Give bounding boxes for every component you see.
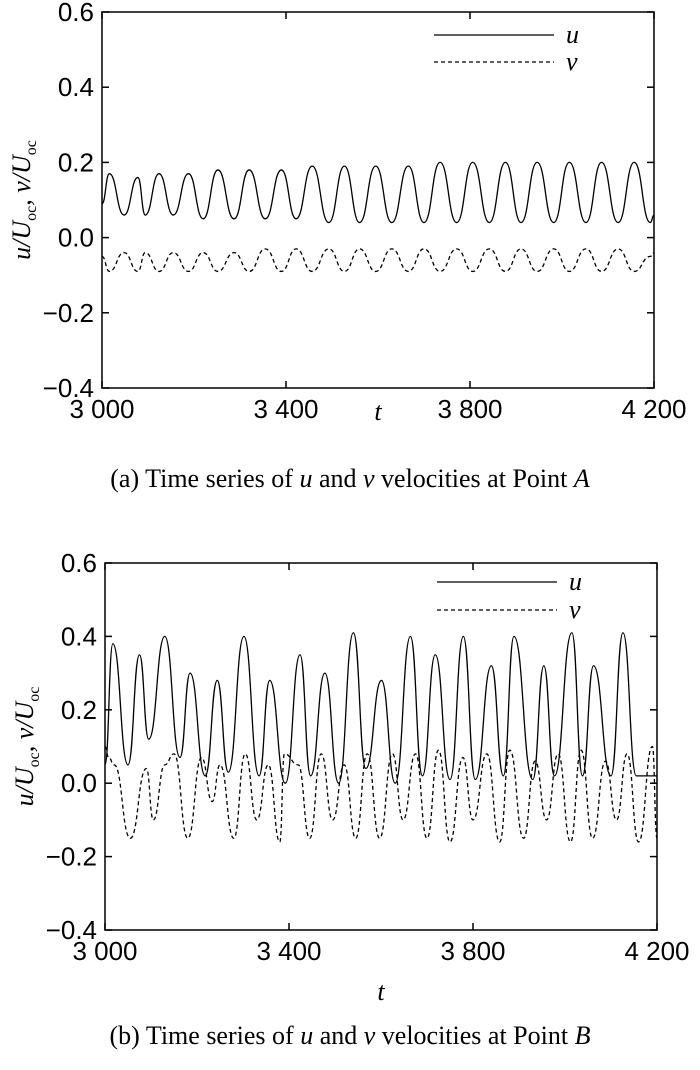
y-tick-label: 0.2	[61, 695, 97, 725]
y-axis-title-part: , v/U	[10, 700, 39, 753]
caption-b-var-v: v	[363, 1021, 376, 1050]
y-tick-label: 0.0	[61, 768, 97, 798]
x-tick-label: 3 400	[253, 394, 318, 424]
caption-a-var-v: v	[363, 464, 375, 493]
y-tick-label: −0.2	[43, 298, 94, 328]
caption-a-text-2: and	[312, 464, 363, 493]
y-tick-label: −0.4	[43, 373, 94, 403]
y-axis-title-part: , v/U	[7, 153, 36, 206]
caption-b: (b) Time series of u and v velocities at…	[0, 1021, 700, 1051]
caption-a-text-3: velocities at Point	[374, 464, 574, 493]
y-tick-label: −0.2	[46, 842, 97, 872]
chart-a-svg: −0.4 −0.2 0.0 0.2 0.4 0.6 3 000 3 400 3 800 4 200…	[7, 0, 687, 426]
y-tick-label: −0.4	[46, 915, 97, 945]
series-u-line	[101, 161, 655, 224]
caption-b-var-u: u	[300, 1021, 314, 1050]
y-axis-title: u/Uoc, v/Uoc	[10, 687, 43, 807]
y-axis-title-subscript: oc	[26, 687, 43, 702]
caption-b-point: B	[574, 1021, 591, 1050]
x-tick-label: 3 800	[440, 936, 505, 966]
chart-panel-b: −0.4 −0.2 0.0 0.2 0.4 0.6 3 000 3 400 3 800 4 200…	[0, 535, 700, 1070]
y-tick-label: 0.4	[61, 621, 97, 651]
x-tick-label: 3 000	[72, 936, 137, 966]
caption-b-text-2: and	[313, 1021, 364, 1050]
x-tick-label: 3 000	[69, 394, 134, 424]
caption-b-text-3: velocities at Point	[375, 1021, 575, 1050]
y-tick-label: 0.0	[58, 223, 94, 253]
x-axis-title: t	[374, 397, 382, 426]
x-tick-label: 4 200	[621, 394, 686, 424]
legend-v-label: v	[566, 47, 578, 76]
caption-a-text-1: (a) Time series of	[110, 464, 300, 493]
y-axis-title: u/Uoc, v/Uoc	[7, 140, 40, 260]
x-tick-label: 4 200	[624, 936, 689, 966]
y-axis-title-subscript: oc	[26, 752, 43, 767]
x-tick-label: 3 400	[256, 936, 321, 966]
x-axis-title: t	[377, 977, 385, 1006]
y-axis-title-subscript: oc	[23, 140, 40, 155]
series-v-line	[101, 248, 655, 273]
legend-v-label: v	[569, 595, 581, 624]
caption-a: (a) Time series of u and v velocities at…	[0, 464, 700, 494]
plot-frame	[101, 11, 655, 389]
series-u-line	[104, 632, 657, 784]
chart-b-svg: −0.4 −0.2 0.0 0.2 0.4 0.6 3 000 3 400 3 800 4 200…	[10, 548, 690, 1006]
y-tick-label: 0.6	[61, 548, 97, 578]
series-v-line	[104, 745, 658, 843]
y-axis-title-part: u/U	[10, 765, 39, 806]
caption-a-point: A	[573, 464, 590, 493]
y-axis-title-part: u/U	[7, 219, 36, 260]
caption-a-var-u: u	[299, 464, 313, 493]
y-tick-label: 0.2	[58, 147, 94, 177]
x-tick-label: 3 800	[437, 394, 502, 424]
y-axis-title-subscript: oc	[23, 206, 40, 221]
y-tick-label: 0.6	[58, 0, 94, 27]
chart-panel-a: −0.4 −0.2 0.0 0.2 0.4 0.6 3 000 3 400 3 800 4 200…	[0, 0, 700, 520]
legend-u-label: u	[566, 20, 579, 49]
caption-b-text-1: (b) Time series of	[109, 1021, 301, 1050]
y-tick-label: 0.4	[58, 72, 94, 102]
legend-u-label: u	[569, 567, 582, 596]
